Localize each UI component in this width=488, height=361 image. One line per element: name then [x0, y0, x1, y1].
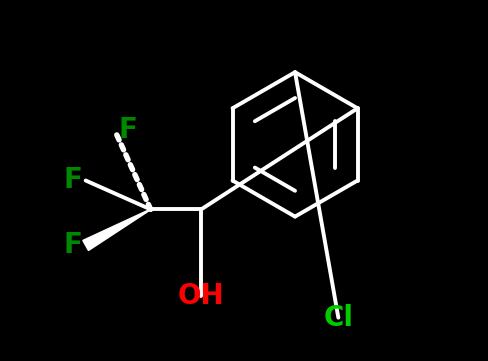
Text: Cl: Cl — [323, 304, 353, 332]
Text: F: F — [63, 231, 82, 260]
Text: F: F — [118, 116, 137, 144]
Polygon shape — [82, 209, 150, 251]
Text: OH: OH — [178, 282, 224, 310]
Text: F: F — [63, 166, 82, 195]
